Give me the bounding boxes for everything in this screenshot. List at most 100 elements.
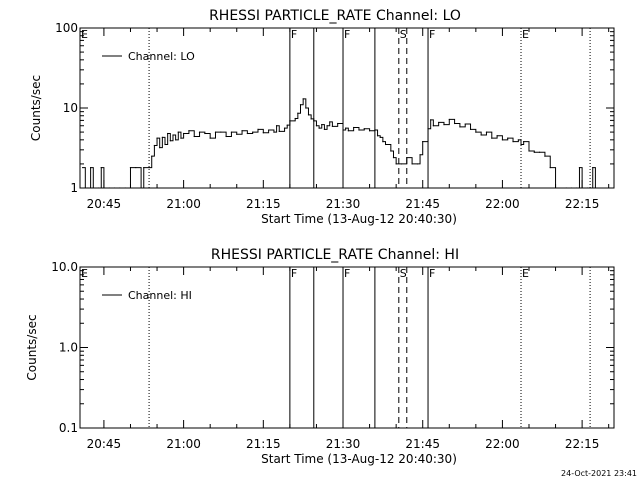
x-tick-label: 22:00 (485, 437, 520, 451)
data-point (172, 134, 174, 136)
data-point (283, 127, 286, 129)
y-tick-label: 0.1 (59, 421, 78, 435)
data-point (416, 163, 419, 165)
data-point (313, 120, 315, 122)
event-marker-label: F (429, 267, 435, 280)
data-point (97, 187, 100, 188)
data-point (586, 187, 589, 188)
event-marker-label: F (429, 28, 435, 41)
data-point (353, 126, 355, 129)
data-point (214, 131, 217, 133)
data-point (278, 130, 280, 132)
event-marker-label: F (344, 267, 350, 280)
data-point (438, 121, 440, 124)
data-point (209, 137, 211, 139)
data-point (177, 131, 179, 133)
data-point (411, 163, 413, 165)
data-point (103, 187, 105, 188)
data-point (432, 125, 434, 127)
y-axis-label: Counts/sec (25, 314, 39, 380)
data-point (578, 166, 581, 169)
data-point (419, 154, 421, 156)
data-point (374, 129, 376, 131)
y-tick-label: 1.0 (59, 341, 78, 355)
data-point (135, 166, 137, 169)
event-marker-label: E (81, 267, 88, 280)
data-point (544, 155, 546, 157)
x-tick-label: 21:00 (166, 437, 201, 451)
data-point (453, 122, 456, 125)
x-tick-label: 21:45 (405, 197, 440, 211)
data-point (406, 156, 408, 159)
data-point (376, 135, 379, 137)
data-point (469, 128, 472, 131)
x-tick-label: 21:15 (246, 437, 281, 451)
data-point (347, 130, 349, 132)
data-point (297, 112, 299, 114)
data-point (594, 187, 597, 188)
data-point (286, 124, 288, 126)
data-point (151, 155, 153, 157)
x-tick-label: 21:15 (246, 197, 281, 211)
data-point (323, 128, 326, 131)
event-marker-label: E (522, 28, 529, 41)
data-point (241, 130, 243, 132)
data-point (113, 187, 116, 188)
data-point (392, 156, 395, 159)
x-tick-label: 22:00 (485, 197, 520, 211)
data-point (310, 118, 312, 120)
data-point (443, 124, 445, 126)
data-point (225, 135, 227, 138)
chart-title: RHESSI PARTICLE_RATE Channel: HI (211, 247, 459, 263)
data-point (390, 150, 392, 152)
data-point (169, 140, 171, 142)
data-point (156, 137, 158, 139)
data-point (326, 125, 328, 127)
data-point (188, 130, 190, 132)
data-point (528, 150, 530, 152)
data-point (331, 125, 333, 127)
data-point (554, 187, 557, 188)
data-point (198, 131, 201, 133)
event-marker-label: S (400, 267, 407, 280)
data-point (257, 128, 259, 131)
data-point (592, 166, 594, 169)
data-point (92, 187, 94, 188)
data-point (549, 166, 551, 169)
data-point (275, 125, 278, 127)
data-point (204, 132, 206, 135)
legend-label: Channel: HI (128, 289, 192, 302)
x-tick-label: 20:45 (87, 437, 122, 451)
y-tick-label: 10.0 (51, 260, 78, 274)
data-point (307, 114, 310, 116)
data-point (100, 166, 102, 169)
chart-panel-hi: RHESSI PARTICLE_RATE Channel: HI 0.1 1.0 10… (25, 247, 615, 466)
data-point (318, 127, 320, 129)
data-point (459, 126, 461, 128)
data-point (368, 130, 371, 132)
data-point (539, 151, 541, 153)
chart-panel-lo: RHESSI PARTICLE_RATE Channel: LO 1 10 100 Co… (29, 8, 615, 226)
event-marker-label: S (400, 28, 407, 41)
chart-title: RHESSI PARTICLE_RATE Channel: LO (209, 8, 461, 24)
data-point (167, 132, 169, 135)
data-point (570, 187, 573, 188)
data-point (315, 125, 318, 127)
data-point (345, 127, 347, 129)
data-point (533, 151, 535, 153)
data-point (430, 119, 432, 121)
x-tick-label: 21:45 (405, 437, 440, 451)
data-point (491, 137, 493, 139)
data-point (230, 131, 233, 133)
data-point (119, 187, 121, 188)
y-axis-label: Counts/sec (29, 75, 43, 141)
x-tick-label: 20:45 (87, 197, 122, 211)
data-point (507, 137, 509, 139)
event-marker-label: E (81, 28, 88, 41)
data-point (379, 136, 381, 138)
data-point (193, 135, 195, 138)
x-tick-label: 22:15 (565, 437, 600, 451)
data-point (175, 139, 177, 141)
data-point (329, 121, 331, 123)
data-point (262, 132, 264, 134)
